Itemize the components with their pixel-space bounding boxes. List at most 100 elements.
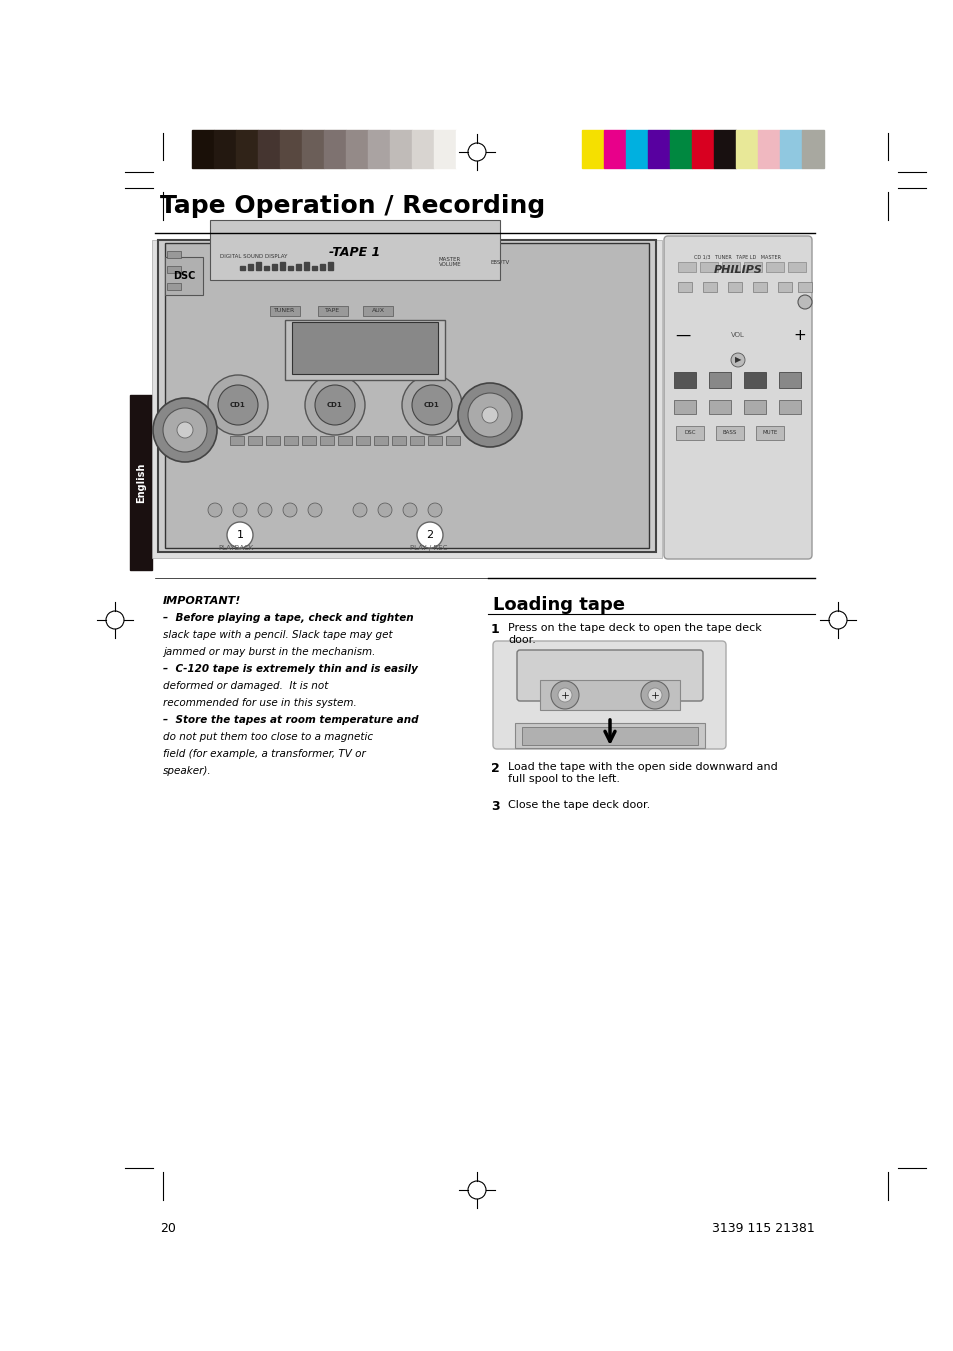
Text: TUNER: TUNER [274,308,295,313]
Text: 3: 3 [491,800,499,813]
Bar [678,262,696,272]
Text: EBS/TV: EBS/TV [490,259,509,265]
Bar [743,262,761,272]
Bar [280,130,302,168]
Circle shape [428,503,441,517]
Bar [264,266,269,270]
Bar [625,130,647,168]
Circle shape [797,295,811,309]
Text: Load the tape with the open side downward and
full spool to the left.: Load the tape with the open side downwar… [507,762,777,784]
Bar [716,426,743,440]
Bar [539,680,679,711]
Bar [603,130,625,168]
Bar [235,130,257,168]
Text: Close the tape deck door.: Close the tape deck door. [507,800,650,811]
Bar [700,262,718,272]
Bar [428,436,441,444]
Text: jammed or may burst in the mechanism.: jammed or may burst in the mechanism. [163,647,375,657]
Text: 1: 1 [491,623,499,636]
Circle shape [257,503,272,517]
Bar [167,251,181,258]
Bar [158,240,656,553]
Bar [515,723,704,748]
Bar [669,130,691,168]
Text: BASS: BASS [722,431,737,435]
Bar [434,130,456,168]
Circle shape [481,407,497,423]
Text: speaker).: speaker). [163,766,212,775]
Bar [727,282,741,292]
Bar [255,262,261,270]
Text: 1: 1 [236,530,243,540]
Circle shape [402,503,416,517]
Text: PLAYBACK: PLAYBACK [218,544,253,551]
Text: AUX: AUX [371,308,384,313]
Text: ▶: ▶ [734,355,740,365]
Bar [302,436,315,444]
Bar [708,400,730,413]
FancyBboxPatch shape [517,650,702,701]
Bar [410,436,423,444]
Bar [412,130,434,168]
Bar [192,130,213,168]
Text: do not put them too close to a magnetic: do not put them too close to a magnetic [163,732,373,742]
Text: MASTER
VOLUME: MASTER VOLUME [438,257,461,267]
Text: IMPORTANT!: IMPORTANT! [163,596,241,607]
Bar [721,262,740,272]
Bar [581,130,603,168]
Text: recommended for use in this system.: recommended for use in this system. [163,698,356,708]
Bar [272,263,276,270]
Bar [270,305,299,316]
Circle shape [163,408,207,453]
Bar [230,436,244,444]
Bar [295,263,301,270]
Text: CD1: CD1 [230,403,246,408]
Text: CD1: CD1 [424,403,439,408]
Bar [801,130,823,168]
Circle shape [177,422,193,438]
Text: –  C-120 tape is extremely thin and is easily: – C-120 tape is extremely thin and is ea… [163,663,417,674]
Circle shape [551,681,578,709]
Bar [673,372,696,388]
Bar [355,436,370,444]
Text: 2: 2 [426,530,433,540]
Text: DSC: DSC [172,272,195,281]
Bar [392,436,406,444]
Bar [676,426,703,440]
Circle shape [233,503,247,517]
Bar [743,400,765,413]
Circle shape [314,385,355,426]
Bar [743,372,765,388]
Bar [285,320,444,380]
Text: TAPE: TAPE [325,308,340,313]
Bar [312,266,316,270]
Text: CD 1/3   TUNER   TAPE LD   MASTER: CD 1/3 TUNER TAPE LD MASTER [694,254,781,259]
Bar [317,305,348,316]
Circle shape [730,353,744,367]
Bar [304,262,309,270]
Circle shape [305,376,365,435]
Circle shape [208,503,222,517]
Bar [152,240,661,558]
Circle shape [353,503,367,517]
Text: Tape Operation / Recording: Tape Operation / Recording [160,195,545,218]
Bar [797,282,811,292]
Bar [446,436,459,444]
Bar [346,130,368,168]
Bar [167,266,181,273]
Circle shape [208,376,268,435]
Bar [248,263,253,270]
Bar [165,257,203,295]
Bar [165,243,648,549]
Circle shape [152,399,216,462]
Circle shape [416,521,442,549]
Bar [765,262,783,272]
Circle shape [647,688,661,703]
Bar [521,727,698,744]
Bar [374,436,388,444]
Bar [292,322,437,374]
Circle shape [468,393,512,436]
Circle shape [457,382,521,447]
Text: +: + [793,327,805,343]
Bar [758,130,780,168]
